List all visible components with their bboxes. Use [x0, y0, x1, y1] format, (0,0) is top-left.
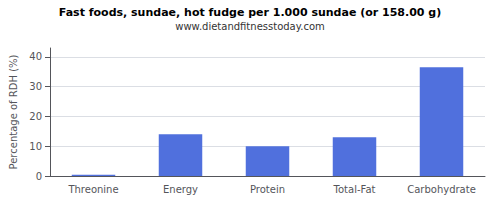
- svg-text:Threonine: Threonine: [67, 184, 118, 195]
- svg-text:Percentage of RDH (%): Percentage of RDH (%): [8, 54, 19, 169]
- svg-text:Energy: Energy: [163, 184, 198, 195]
- svg-text:20: 20: [29, 111, 42, 122]
- svg-text:0: 0: [36, 171, 42, 182]
- svg-text:Carbohydrate: Carbohydrate: [407, 184, 476, 195]
- svg-text:30: 30: [29, 81, 42, 92]
- svg-text:10: 10: [29, 141, 42, 152]
- svg-text:Total-Fat: Total-Fat: [333, 184, 376, 195]
- svg-text:40: 40: [29, 51, 42, 62]
- svg-text:Fast foods, sundae, hot fudge: Fast foods, sundae, hot fudge per 1.000 …: [59, 6, 441, 19]
- svg-text:www.dietandfitnesstoday.com: www.dietandfitnesstoday.com: [175, 21, 324, 32]
- svg-text:Protein: Protein: [250, 184, 285, 195]
